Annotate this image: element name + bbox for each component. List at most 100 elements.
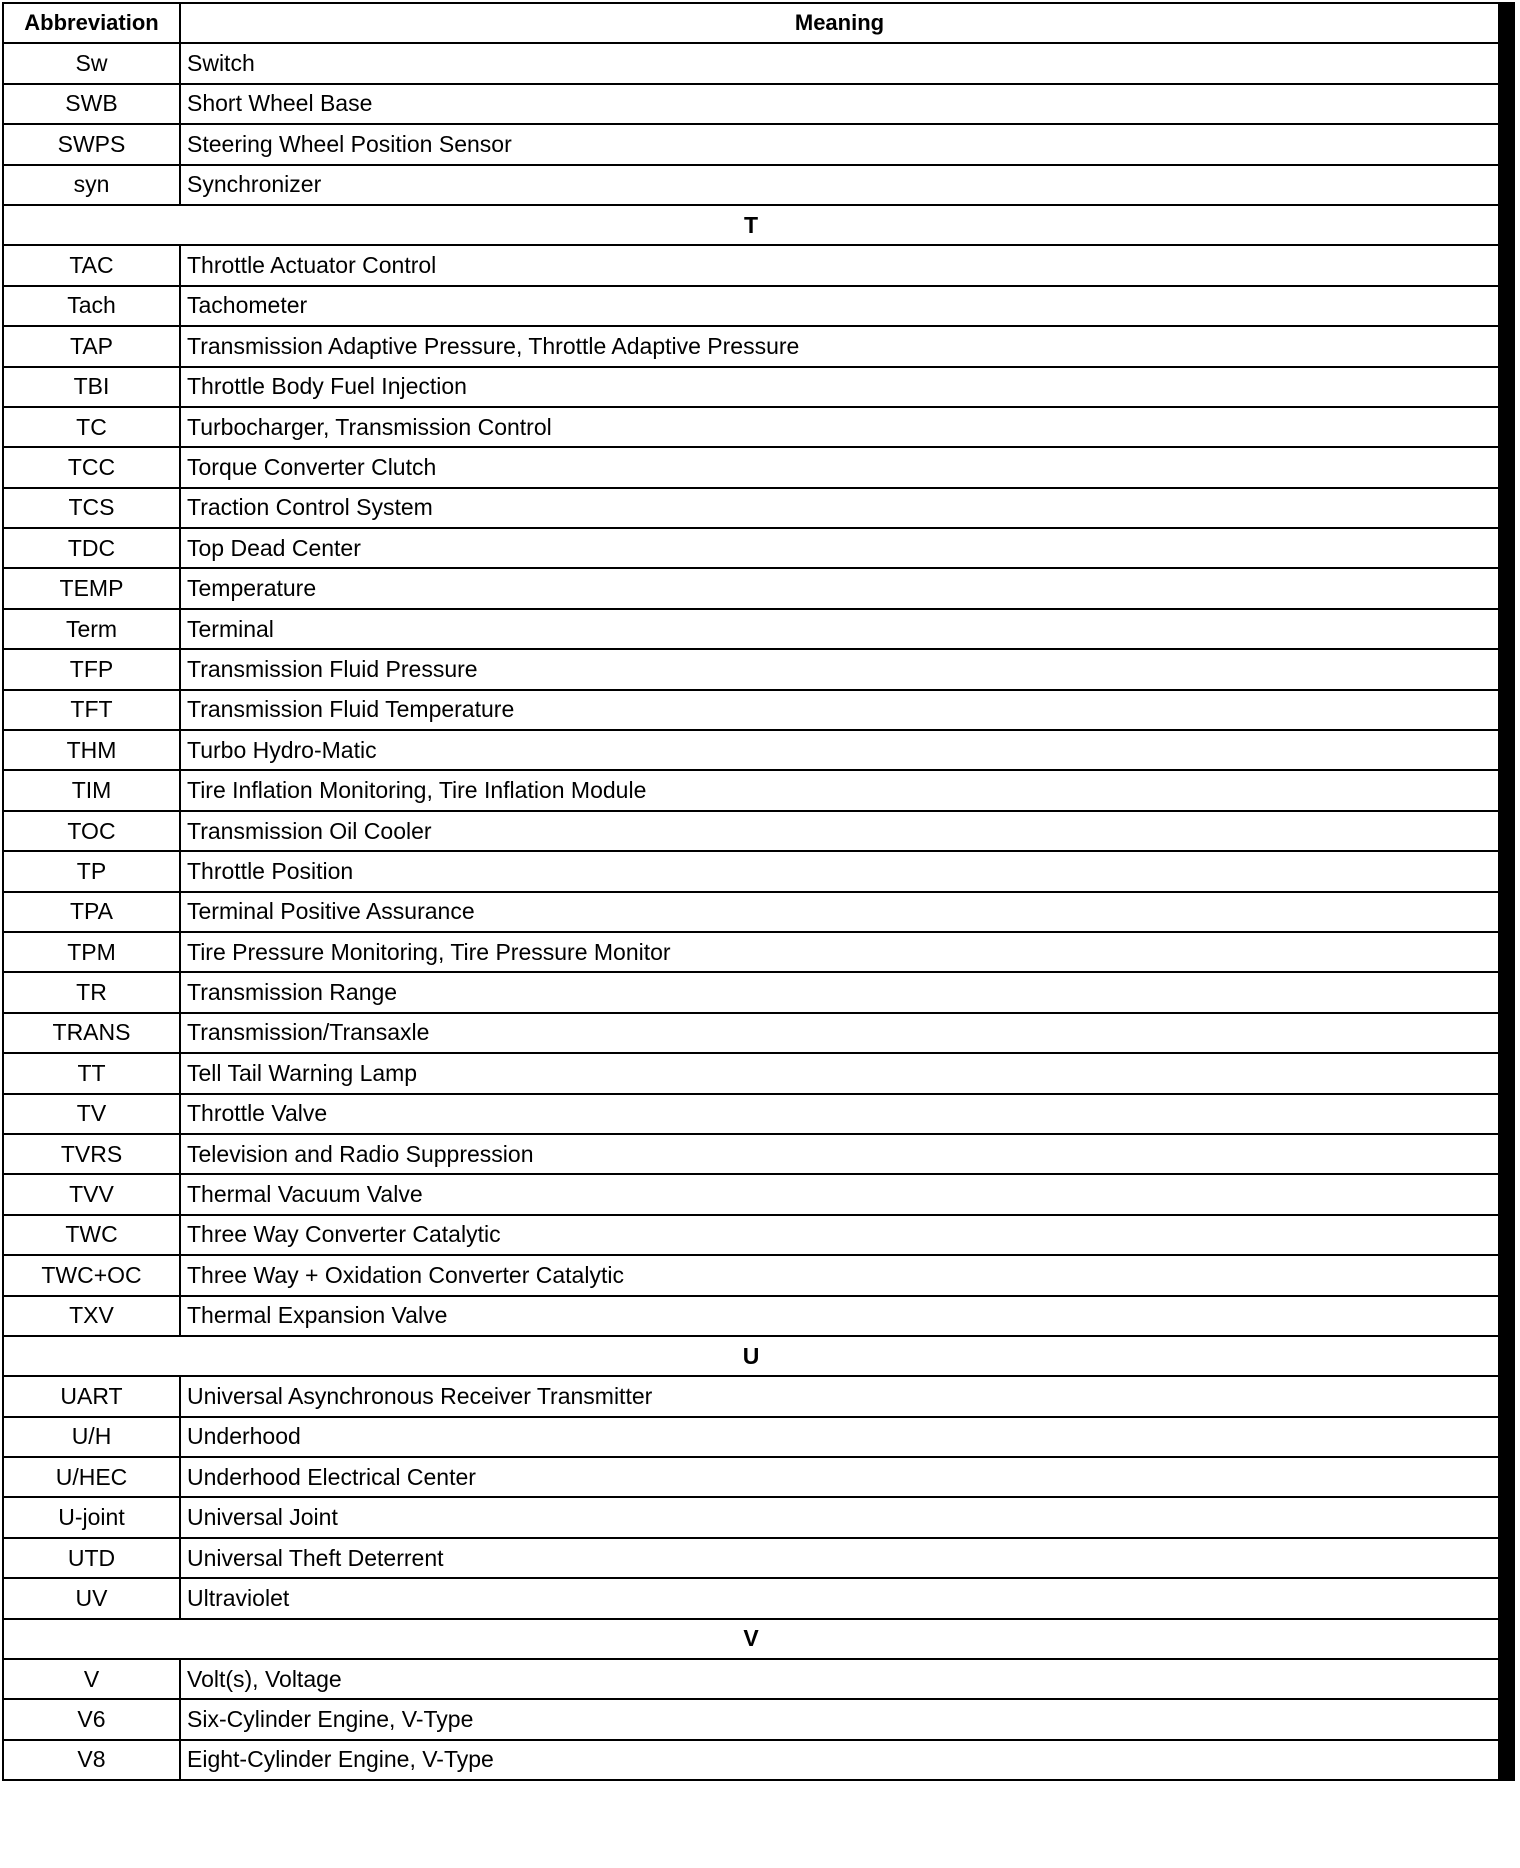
meaning-cell: Turbo Hydro-Matic <box>179 729 1500 772</box>
meaning-cell: Thermal Vacuum Valve <box>179 1173 1500 1216</box>
table-row: TWC Three Way Converter Catalytic <box>2 1213 1500 1257</box>
abbreviation-cell: syn <box>2 163 181 206</box>
table-row: UV Ultraviolet <box>2 1577 1500 1620</box>
meaning-cell: Transmission Oil Cooler <box>179 809 1500 853</box>
header-abbreviation: Abbreviation <box>2 1 181 45</box>
abbreviation-cell: V8 <box>2 1738 181 1782</box>
table-row: THM Turbo Hydro-Matic <box>2 729 1500 772</box>
abbreviation-cell: TCC <box>2 446 181 489</box>
abbreviation-cell: TP <box>2 850 181 893</box>
table-row: TBI Throttle Body Fuel Injection <box>2 365 1500 408</box>
abbreviation-cell: UART <box>2 1375 181 1418</box>
table-row: TDC Top Dead Center <box>2 527 1500 570</box>
section-row: U <box>2 1334 1500 1378</box>
table-row: TV Throttle Valve <box>2 1092 1500 1135</box>
meaning-cell: Eight-Cylinder Engine, V-Type <box>179 1738 1500 1782</box>
meaning-cell: Thermal Expansion Valve <box>179 1294 1500 1337</box>
abbreviation-cell: TPA <box>2 890 181 933</box>
abbreviation-cell: TWC+OC <box>2 1254 181 1297</box>
table-row: syn Synchronizer <box>2 163 1500 206</box>
abbreviation-cell: TT <box>2 1052 181 1095</box>
meaning-cell: Top Dead Center <box>179 527 1500 570</box>
abbreviation-cell: TC <box>2 405 181 449</box>
section-row: V <box>2 1617 1500 1661</box>
meaning-cell: Throttle Actuator Control <box>179 244 1500 287</box>
abbreviation-cell: SWPS <box>2 123 181 166</box>
meaning-cell: Turbocharger, Transmission Control <box>179 405 1500 449</box>
table-row: U-joint Universal Joint <box>2 1496 1500 1539</box>
section-row: T <box>2 203 1500 247</box>
section-letter: T <box>2 203 1500 247</box>
meaning-cell: Transmission Fluid Pressure <box>179 648 1500 691</box>
abbreviation-cell: UTD <box>2 1536 181 1580</box>
table-row: TPM Tire Pressure Monitoring, Tire Pressu… <box>2 930 1500 974</box>
table-row: U/H Underhood <box>2 1415 1500 1459</box>
table-row: TR Transmission Range <box>2 971 1500 1014</box>
table-row: U/HEC Underhood Electrical Center <box>2 1456 1500 1499</box>
table-row: TWC+OC Three Way + Oxidation Converter Ca… <box>2 1254 1500 1297</box>
abbreviation-cell: TEMP <box>2 567 181 610</box>
meaning-cell: Tachometer <box>179 284 1500 328</box>
meaning-cell: Ultraviolet <box>179 1577 1500 1620</box>
table-row: UTD Universal Theft Deterrent <box>2 1536 1500 1580</box>
meaning-cell: Short Wheel Base <box>179 82 1500 126</box>
abbreviation-cell: Sw <box>2 42 181 85</box>
meaning-cell: Transmission Adaptive Pressure, Throttle… <box>179 325 1500 368</box>
meaning-cell: Traction Control System <box>179 486 1500 530</box>
abbreviation-cell: TR <box>2 971 181 1014</box>
meaning-cell: Universal Joint <box>179 1496 1500 1539</box>
abbreviation-cell: TWC <box>2 1213 181 1257</box>
abbreviation-cell: V6 <box>2 1698 181 1741</box>
table-row: Sw Switch <box>2 42 1500 85</box>
meaning-cell: Volt(s), Voltage <box>179 1658 1500 1701</box>
table-row: TCS Traction Control System <box>2 486 1500 530</box>
section-letter: U <box>2 1334 1500 1378</box>
table-row: V8 Eight-Cylinder Engine, V-Type <box>2 1738 1500 1782</box>
meaning-cell: Throttle Body Fuel Injection <box>179 365 1500 408</box>
table-row: TT Tell Tail Warning Lamp <box>2 1052 1500 1095</box>
abbreviation-cell: TVV <box>2 1173 181 1216</box>
section-letter: V <box>2 1617 1500 1661</box>
table-row: TVRS Television and Radio Suppression <box>2 1132 1500 1176</box>
meaning-cell: Underhood <box>179 1415 1500 1459</box>
table-row: TVV Thermal Vacuum Valve <box>2 1173 1500 1216</box>
meaning-cell: Terminal Positive Assurance <box>179 890 1500 933</box>
table-row: TRANS Transmission/Transaxle <box>2 1011 1500 1055</box>
abbreviation-cell: UV <box>2 1577 181 1620</box>
abbreviation-cell: TXV <box>2 1294 181 1337</box>
meaning-cell: Television and Radio Suppression <box>179 1132 1500 1176</box>
abbreviation-cell: TV <box>2 1092 181 1135</box>
meaning-cell: Temperature <box>179 567 1500 610</box>
abbreviation-cell: TIM <box>2 769 181 812</box>
abbreviation-cell: V <box>2 1658 181 1701</box>
abbreviation-cell: TAC <box>2 244 181 287</box>
header-row: Abbreviation Meaning <box>2 1 1500 45</box>
meaning-cell: Transmission Range <box>179 971 1500 1014</box>
abbreviation-table: Abbreviation Meaning Sw Switch SWB Short Wh… <box>2 1 1500 1782</box>
abbreviation-cell: TVRS <box>2 1132 181 1176</box>
abbreviation-cell: U-joint <box>2 1496 181 1539</box>
meaning-cell: Synchronizer <box>179 163 1500 206</box>
abbreviation-table-container: Abbreviation Meaning Sw Switch SWB Short Wh… <box>2 1 1515 1782</box>
abbreviation-cell: TDC <box>2 527 181 570</box>
table-row: TFP Transmission Fluid Pressure <box>2 648 1500 691</box>
abbreviation-cell: TPM <box>2 930 181 974</box>
meaning-cell: Transmission Fluid Temperature <box>179 688 1500 732</box>
abbreviation-cell: SWB <box>2 82 181 126</box>
table-row: SWB Short Wheel Base <box>2 82 1500 126</box>
table-row: TCC Torque Converter Clutch <box>2 446 1500 489</box>
table-row: SWPS Steering Wheel Position Sensor <box>2 123 1500 166</box>
meaning-cell: Terminal <box>179 607 1500 651</box>
table-row: TAP Transmission Adaptive Pressure, Throt… <box>2 325 1500 368</box>
meaning-cell: Tire Pressure Monitoring, Tire Pressure … <box>179 930 1500 974</box>
abbreviation-cell: TCS <box>2 486 181 530</box>
table-row: TFT Transmission Fluid Temperature <box>2 688 1500 732</box>
table-row: Term Terminal <box>2 607 1500 651</box>
table-row: TP Throttle Position <box>2 850 1500 893</box>
abbreviation-cell: U/HEC <box>2 1456 181 1499</box>
meaning-cell: Universal Asynchronous Receiver Transmit… <box>179 1375 1500 1418</box>
meaning-cell: Switch <box>179 42 1500 85</box>
abbreviation-cell: TAP <box>2 325 181 368</box>
meaning-cell: Six-Cylinder Engine, V-Type <box>179 1698 1500 1741</box>
meaning-cell: Throttle Position <box>179 850 1500 893</box>
